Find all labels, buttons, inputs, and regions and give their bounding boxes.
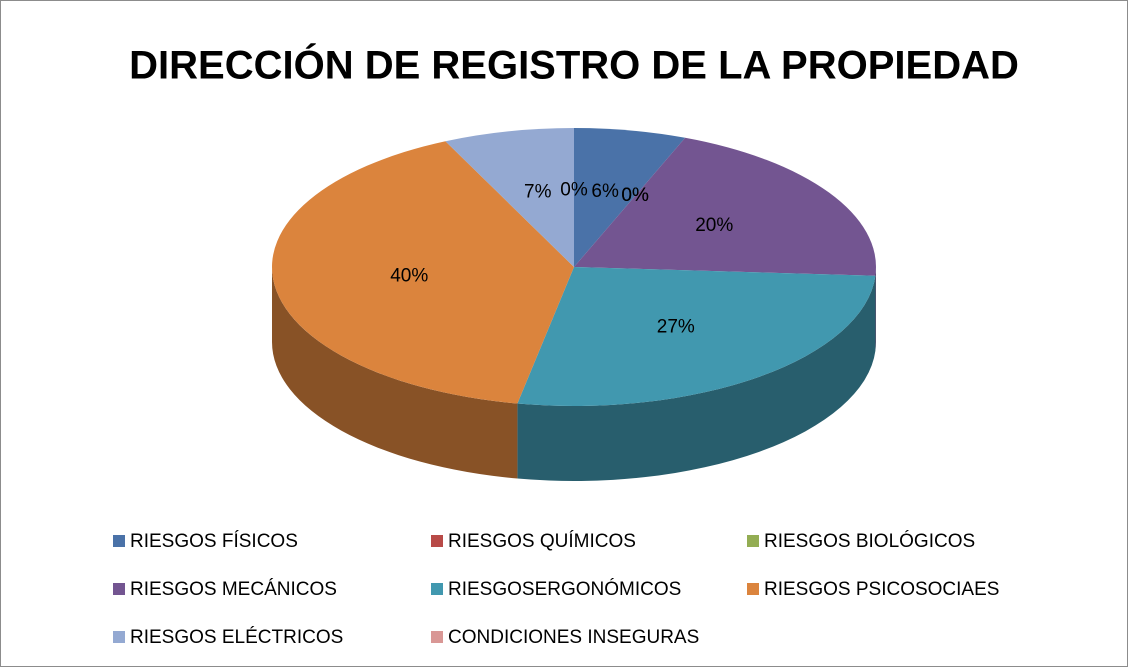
legend-label: RIESGOS QUÍMICOS xyxy=(448,531,636,552)
data-label: 0% xyxy=(560,180,588,201)
legend-label: RIESGOS FÍSICOS xyxy=(130,531,298,552)
data-label: 27% xyxy=(657,316,695,337)
pie-slice xyxy=(574,137,876,276)
legend-swatch xyxy=(747,535,759,547)
legend-label: RIESGOSERGONÓMICOS xyxy=(448,578,681,600)
chart-title: DIRECCIÓN DE REGISTRO DE LA PROPIEDAD xyxy=(129,42,1019,88)
legend-label: CONDICIONES INSEGURAS xyxy=(448,627,699,648)
legend-swatch xyxy=(431,583,443,595)
legend-swatch xyxy=(431,535,443,547)
pie-side xyxy=(875,267,876,351)
pie-slice xyxy=(271,141,574,404)
pie-slice xyxy=(574,128,686,267)
legend-label: RIESGOS PSICOSOCIAES xyxy=(764,579,999,600)
legend-swatch xyxy=(113,583,125,595)
pie-side xyxy=(517,275,876,481)
pie-slice xyxy=(445,128,574,267)
legend-swatch xyxy=(113,535,125,547)
legend-label: RIESGOS BIOLÓGICOS xyxy=(764,530,975,552)
legend-swatch xyxy=(431,631,443,643)
data-label: 0% xyxy=(621,185,649,206)
legend-label: RIESGOS ELÉCTRICOS xyxy=(130,627,343,648)
pie-slice xyxy=(517,267,876,406)
data-label: 20% xyxy=(695,215,733,236)
pie-side xyxy=(272,267,518,479)
data-label: 0% xyxy=(621,185,649,206)
legend-label: RIESGOS MECÁNICOS xyxy=(130,579,337,600)
data-label: 40% xyxy=(390,266,428,287)
data-label: 6% xyxy=(591,181,619,202)
legend-swatch xyxy=(747,583,759,595)
data-label: 7% xyxy=(524,181,552,202)
legend-swatch xyxy=(113,631,125,643)
